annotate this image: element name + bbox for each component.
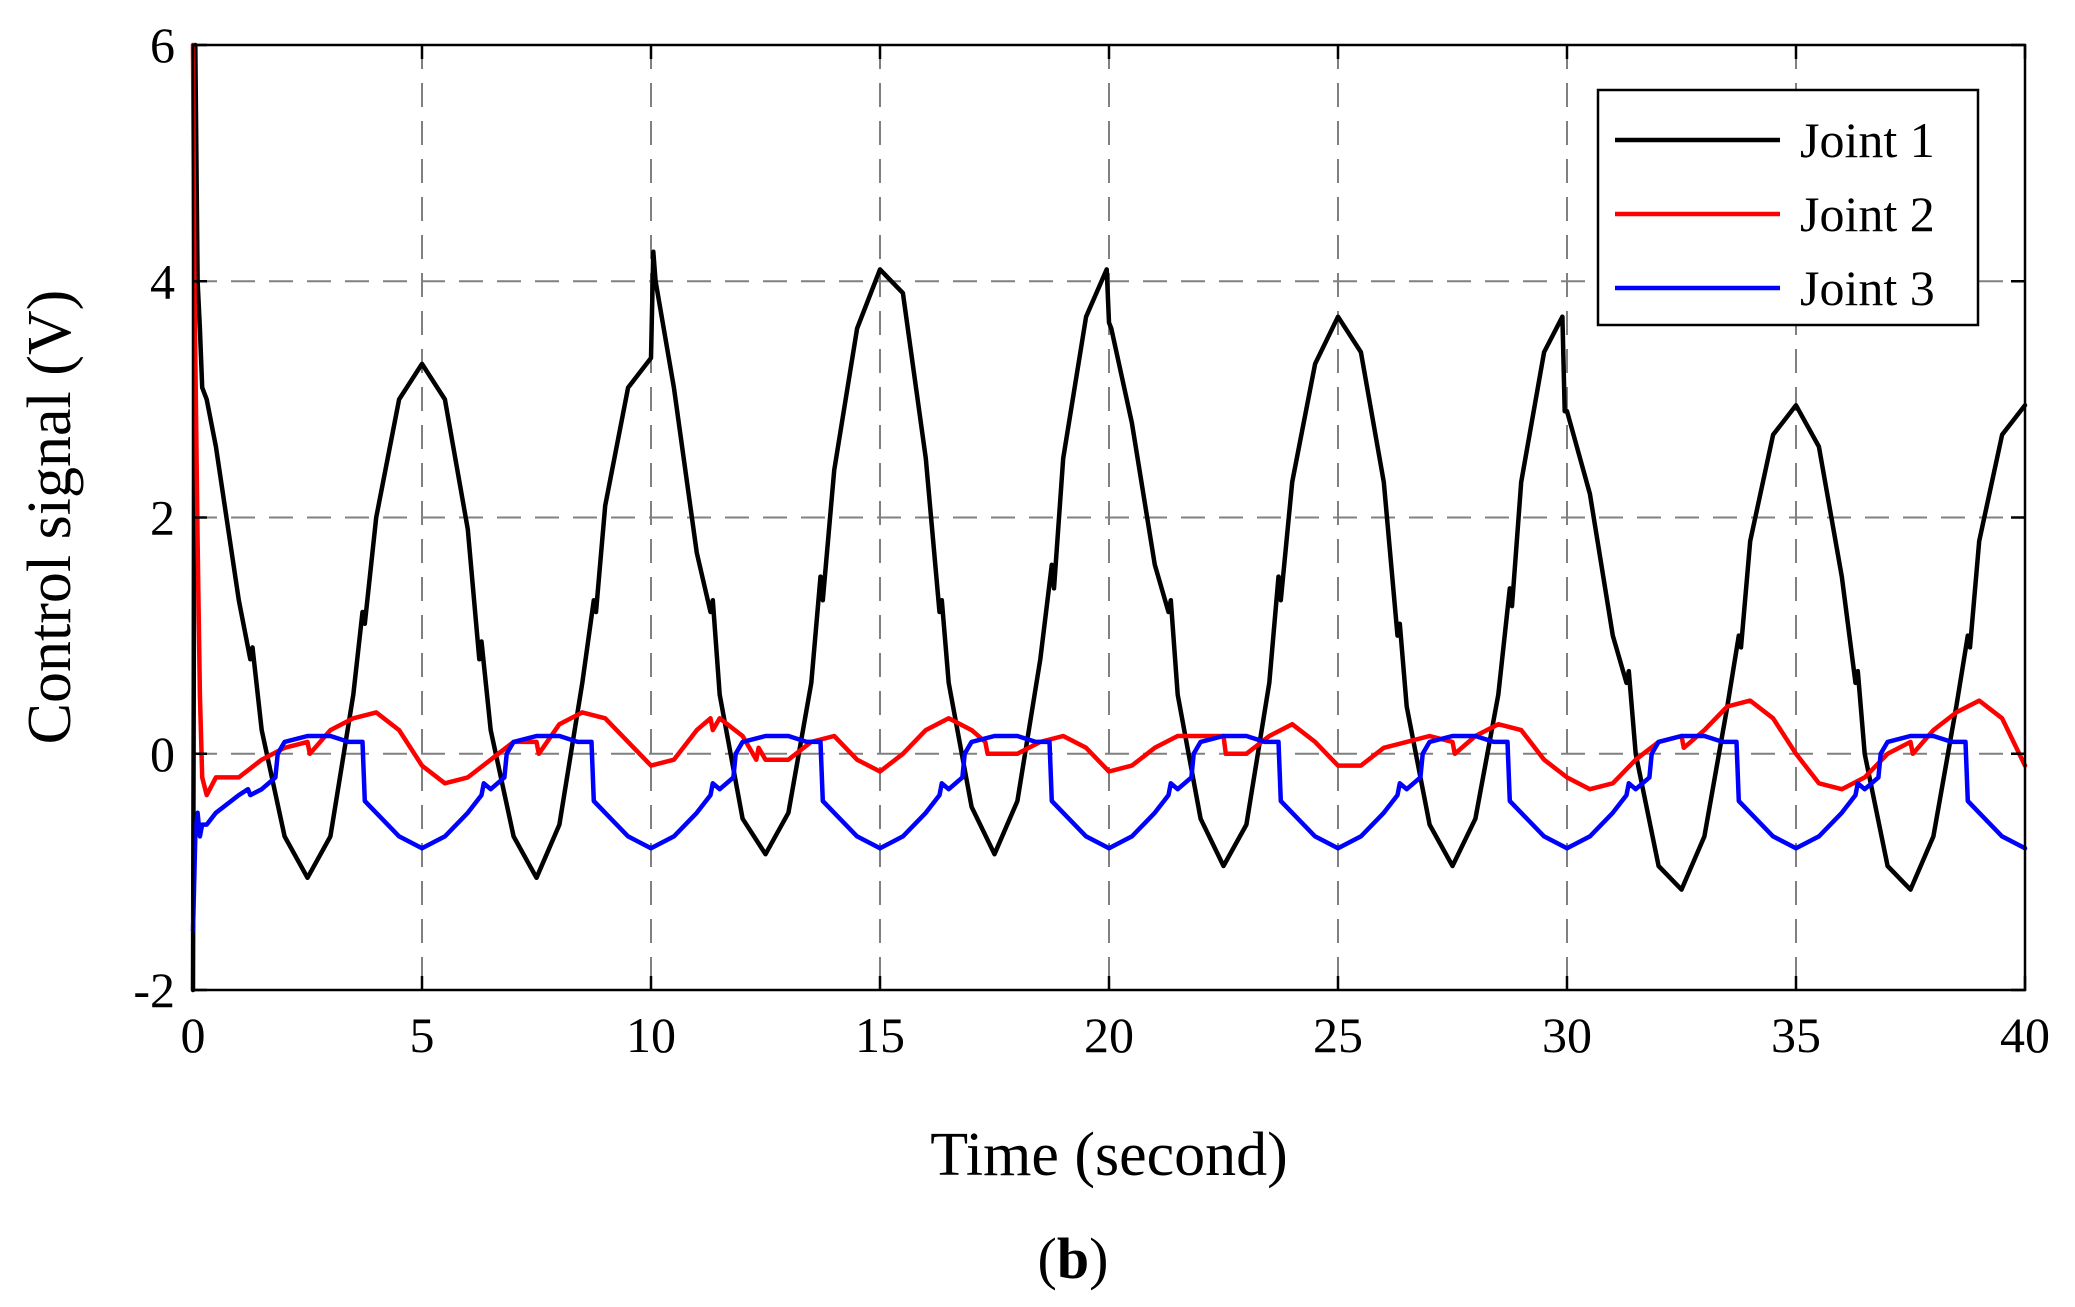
series-layer [190,42,2028,993]
y-tick-label: 4 [150,253,175,309]
x-tick-label: 5 [410,1007,435,1063]
y-tick-label: 6 [150,17,175,73]
legend-label-joint-1: Joint 1 [1800,112,1935,168]
x-tick-label: 30 [1542,1007,1592,1063]
y-tick-label: 0 [150,726,175,782]
x-tick-label: 25 [1313,1007,1363,1063]
x-tick-label: 0 [181,1007,206,1063]
x-axis-label: Time (second) [930,1121,1288,1189]
legend-label-joint-2: Joint 2 [1800,186,1935,242]
legend: Joint 1 Joint 2 Joint 3 [1596,88,1980,327]
legend-label-joint-3: Joint 3 [1800,260,1935,316]
series-line-joint-2 [190,42,2028,798]
ticks [191,43,2027,992]
figure-caption: (b) [1038,1226,1109,1291]
series-line-joint-3 [190,733,2028,934]
caption-letter: b [1057,1226,1089,1291]
caption-close: ) [1089,1226,1108,1291]
x-tick-label: 35 [1771,1007,1821,1063]
y-axis-label: Control signal (V) [16,290,84,745]
x-tick-label: 40 [2000,1007,2050,1063]
x-tick-label: 15 [855,1007,905,1063]
x-tick-label: 20 [1084,1007,1134,1063]
y-tick-label: -2 [133,962,175,1018]
series-line-joint-1 [190,42,2028,993]
y-tick-label: 2 [150,490,175,546]
x-tick-label: 10 [626,1007,676,1063]
caption-open: ( [1038,1226,1057,1291]
